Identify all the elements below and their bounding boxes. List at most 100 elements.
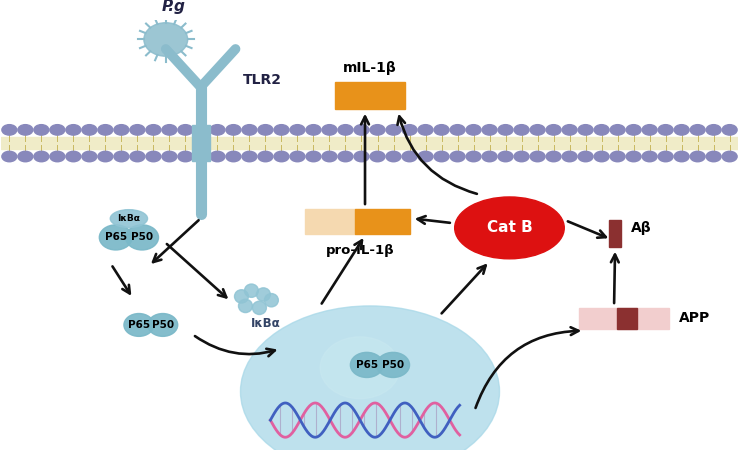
- Ellipse shape: [274, 124, 289, 135]
- Ellipse shape: [562, 151, 577, 162]
- Ellipse shape: [578, 124, 593, 135]
- Ellipse shape: [546, 151, 561, 162]
- Ellipse shape: [306, 124, 321, 135]
- Ellipse shape: [194, 151, 209, 162]
- Text: P50: P50: [151, 320, 174, 330]
- Ellipse shape: [322, 124, 337, 135]
- Ellipse shape: [66, 151, 81, 162]
- Ellipse shape: [722, 124, 737, 135]
- Ellipse shape: [290, 151, 305, 162]
- Ellipse shape: [240, 306, 500, 451]
- Ellipse shape: [642, 151, 657, 162]
- Ellipse shape: [258, 124, 273, 135]
- Ellipse shape: [482, 124, 497, 135]
- Text: IκBα: IκBα: [251, 317, 280, 330]
- Ellipse shape: [178, 151, 193, 162]
- Text: pro-IL-1β: pro-IL-1β: [326, 244, 395, 257]
- Bar: [1, 138, 738, 149]
- Ellipse shape: [258, 151, 273, 162]
- Ellipse shape: [322, 151, 337, 162]
- Ellipse shape: [290, 124, 305, 135]
- Text: IκBα: IκBα: [118, 214, 140, 223]
- Ellipse shape: [18, 124, 33, 135]
- Text: TLR2: TLR2: [242, 74, 282, 87]
- Ellipse shape: [130, 151, 145, 162]
- Ellipse shape: [722, 151, 737, 162]
- Text: Aβ: Aβ: [631, 221, 652, 235]
- Ellipse shape: [434, 151, 449, 162]
- Ellipse shape: [562, 124, 577, 135]
- Ellipse shape: [226, 124, 241, 135]
- Ellipse shape: [498, 151, 513, 162]
- Text: P50: P50: [382, 360, 404, 370]
- Ellipse shape: [546, 124, 561, 135]
- Ellipse shape: [370, 151, 385, 162]
- Ellipse shape: [194, 124, 209, 135]
- Ellipse shape: [2, 124, 17, 135]
- Ellipse shape: [226, 151, 241, 162]
- Ellipse shape: [146, 124, 161, 135]
- Ellipse shape: [130, 124, 145, 135]
- Ellipse shape: [466, 124, 481, 135]
- Text: Cat B: Cat B: [486, 221, 532, 235]
- Ellipse shape: [706, 151, 721, 162]
- Ellipse shape: [126, 225, 158, 250]
- Text: P65: P65: [105, 232, 127, 242]
- Ellipse shape: [690, 124, 705, 135]
- Ellipse shape: [450, 124, 465, 135]
- Ellipse shape: [162, 151, 177, 162]
- Bar: [191, 125, 210, 161]
- Ellipse shape: [658, 151, 673, 162]
- Ellipse shape: [338, 151, 353, 162]
- Ellipse shape: [402, 151, 417, 162]
- Text: mIL-1β: mIL-1β: [343, 61, 397, 75]
- Ellipse shape: [674, 151, 689, 162]
- Ellipse shape: [18, 151, 33, 162]
- Ellipse shape: [144, 23, 188, 56]
- Ellipse shape: [82, 151, 97, 162]
- Ellipse shape: [242, 151, 257, 162]
- Ellipse shape: [210, 124, 225, 135]
- Ellipse shape: [594, 151, 609, 162]
- Ellipse shape: [98, 151, 113, 162]
- Circle shape: [265, 294, 279, 307]
- Ellipse shape: [454, 197, 565, 259]
- Ellipse shape: [626, 151, 641, 162]
- Ellipse shape: [690, 151, 705, 162]
- Ellipse shape: [386, 151, 401, 162]
- Ellipse shape: [354, 124, 369, 135]
- Ellipse shape: [114, 124, 129, 135]
- Circle shape: [253, 301, 266, 314]
- Bar: [335, 82, 405, 109]
- Text: APP: APP: [679, 311, 710, 325]
- Text: P65: P65: [128, 320, 150, 330]
- Ellipse shape: [274, 151, 289, 162]
- Ellipse shape: [610, 151, 625, 162]
- Ellipse shape: [82, 124, 97, 135]
- Ellipse shape: [350, 352, 384, 377]
- Ellipse shape: [642, 124, 657, 135]
- Ellipse shape: [146, 151, 161, 162]
- Circle shape: [234, 290, 248, 303]
- Ellipse shape: [418, 151, 433, 162]
- Ellipse shape: [2, 151, 17, 162]
- Ellipse shape: [658, 124, 673, 135]
- Ellipse shape: [482, 151, 497, 162]
- Circle shape: [256, 288, 270, 301]
- Ellipse shape: [162, 124, 177, 135]
- Ellipse shape: [66, 124, 81, 135]
- Ellipse shape: [99, 225, 132, 250]
- Ellipse shape: [674, 124, 689, 135]
- Ellipse shape: [50, 151, 65, 162]
- Bar: [305, 209, 355, 234]
- Ellipse shape: [50, 124, 65, 135]
- Ellipse shape: [210, 151, 225, 162]
- Ellipse shape: [530, 124, 545, 135]
- Ellipse shape: [178, 124, 193, 135]
- Ellipse shape: [466, 151, 481, 162]
- Ellipse shape: [370, 124, 385, 135]
- Text: P65: P65: [355, 360, 378, 370]
- Bar: [355, 209, 410, 234]
- Ellipse shape: [242, 124, 257, 135]
- Ellipse shape: [626, 124, 641, 135]
